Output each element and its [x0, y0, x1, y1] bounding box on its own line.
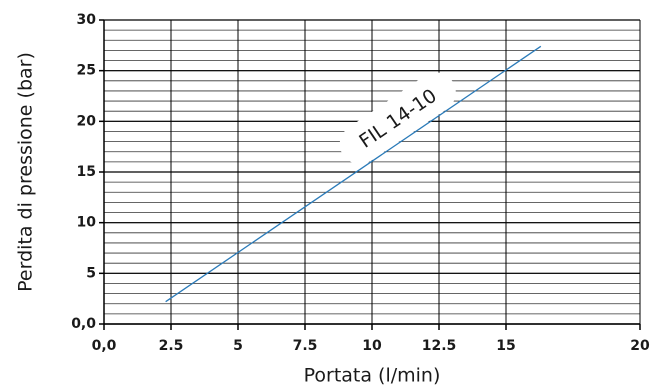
x-axis-label: Portata (l/min)	[304, 365, 441, 387]
y-tick-label: 25	[77, 63, 96, 79]
x-tick-label: 12.5	[422, 338, 457, 354]
y-tick-label: 30	[77, 12, 97, 28]
y-tick-label: 0,0	[71, 316, 96, 332]
x-tick-label: 7.5	[293, 338, 318, 354]
y-tick-label: 5	[86, 265, 96, 281]
x-tick-label: 20	[630, 338, 650, 354]
x-tick-label: 15	[496, 338, 515, 354]
y-tick-label: 20	[77, 113, 97, 129]
data-line	[165, 45, 542, 303]
y-tick-label: 15	[77, 164, 96, 180]
y-tick-label: 10	[77, 215, 97, 231]
y-axis-label: Perdita di pressione (bar)	[15, 52, 37, 292]
x-tick-label: 2.5	[159, 338, 184, 354]
x-tick-label: 0,0	[92, 338, 117, 354]
x-tick-label: 10	[362, 338, 382, 354]
x-tick-label: 5	[233, 338, 243, 354]
label-background	[339, 72, 456, 165]
